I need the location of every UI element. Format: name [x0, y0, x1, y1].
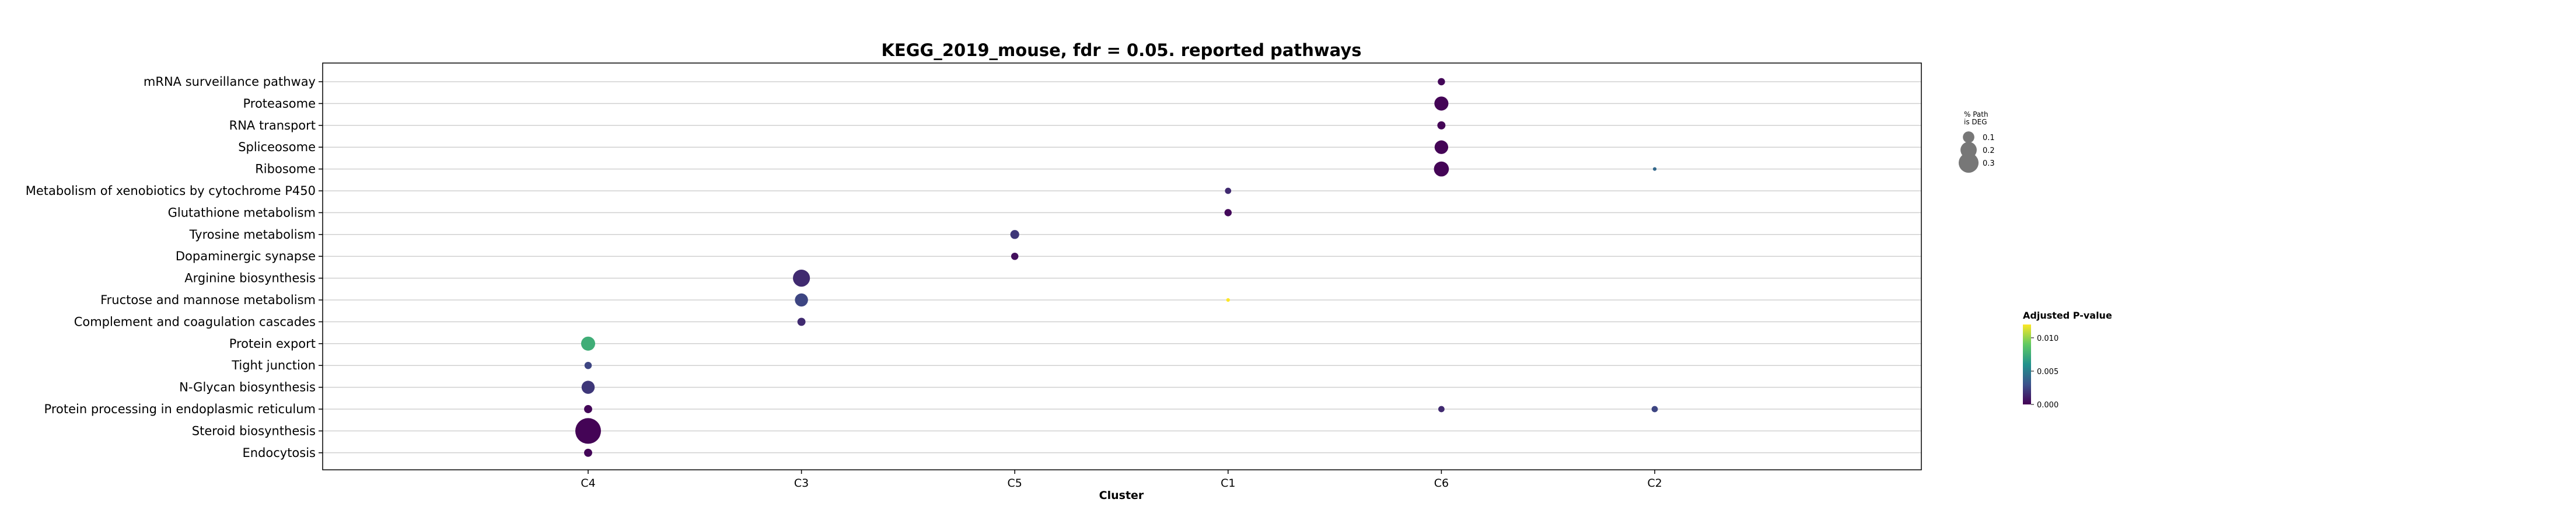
gridlines	[323, 81, 1921, 453]
y-tick-label-mrna-surveillance-pathway: mRNA surveillance pathway	[144, 75, 316, 89]
data-points	[575, 78, 1658, 457]
data-point-c4-n-glycan-biosynthesis	[581, 381, 595, 394]
data-point-c6-mrna-surveillance-pathway	[1438, 78, 1445, 86]
data-point-c6-spliceosome	[1434, 140, 1449, 154]
size-legend-label: 0.1	[1983, 134, 1995, 142]
x-tick-label-c4: C4	[581, 477, 595, 490]
color-legend: Adjusted P-value 0.000 0.005 0.010	[2023, 310, 2112, 410]
data-point-c6-protein-processing-in-endoplasmic-reticulum	[1438, 406, 1445, 413]
y-tick-label-tyrosine-metabolism: Tyrosine metabolism	[189, 228, 316, 242]
x-axis: C4 C3 C5 C1 C6 C2	[581, 470, 1662, 490]
size-legend-title: is DEG	[1964, 118, 1987, 126]
colorbar	[2023, 324, 2031, 404]
data-point-c4-endocytosis	[584, 448, 592, 457]
y-tick-label-tight-junction: Tight junction	[231, 358, 316, 372]
data-point-c2-protein-processing-in-endoplasmic-reticulum	[1651, 406, 1658, 413]
data-point-c1-glutathione-metabolism	[1224, 209, 1232, 217]
y-tick-label-glutathione-metabolism: Glutathione metabolism	[168, 205, 316, 219]
y-tick-label-ribosome: Ribosome	[255, 162, 316, 176]
y-tick-label-complement-and-coagulation-cascades: Complement and coagulation cascades	[74, 315, 316, 329]
data-point-c4-protein-processing-in-endoplasmic-reticulum	[584, 405, 592, 413]
data-point-c6-rna-transport	[1437, 121, 1446, 130]
data-point-c5-tyrosine-metabolism	[1010, 230, 1019, 239]
colorbar-tick-label: 0.010	[2037, 334, 2058, 343]
size-legend-label: 0.2	[1983, 146, 1995, 155]
data-point-c4-protein-export	[581, 336, 596, 351]
chart-title: KEGG_2019_mouse, fdr = 0.05. reported pa…	[881, 40, 1361, 60]
data-point-c1-fructose-and-mannose-metabolism	[1226, 298, 1230, 302]
x-axis-label: Cluster	[1099, 489, 1144, 502]
data-point-c5-dopaminergic-synapse	[1011, 252, 1019, 260]
y-tick-label-dopaminergic-synapse: Dopaminergic synapse	[176, 249, 316, 263]
y-tick-label-fructose-and-mannose-metabolism: Fructose and mannose metabolism	[100, 293, 316, 307]
data-point-c3-arginine-biosynthesis	[793, 270, 810, 287]
colorbar-tick-label: 0.000	[2037, 401, 2058, 410]
color-legend-title: Adjusted P-value	[2023, 310, 2112, 321]
y-tick-label-spliceosome: Spliceosome	[238, 140, 316, 154]
y-tick-label-protein-export: Protein export	[229, 337, 316, 351]
y-axis: mRNA surveillance pathway Proteasome RNA t…	[26, 75, 323, 460]
data-point-c6-ribosome	[1434, 161, 1449, 177]
y-tick-label-metabolism-of-xenobiotics-by-cytochrome-p450: Metabolism of xenobiotics by cytochrome …	[26, 184, 316, 198]
size-legend-label: 0.3	[1983, 159, 1995, 168]
y-tick-label-arginine-biosynthesis: Arginine biosynthesis	[184, 271, 316, 285]
data-point-c1-metabolism-of-xenobiotics-by-cytochrome-p450	[1225, 187, 1232, 194]
size-legend-marker	[1958, 152, 1979, 173]
size-legend-marker	[1963, 131, 1974, 143]
data-point-c3-complement-and-coagulation-cascades	[797, 317, 806, 326]
data-point-c3-fructose-and-mannose-metabolism	[795, 293, 808, 307]
y-tick-label-n-glycan-biosynthesis: N-Glycan biosynthesis	[179, 381, 316, 395]
y-tick-label-proteasome: Proteasome	[243, 96, 316, 110]
x-tick-label-c6: C6	[1434, 477, 1449, 490]
x-tick-label-c1: C1	[1221, 477, 1235, 490]
x-tick-label-c5: C5	[1008, 477, 1022, 490]
y-tick-label-rna-transport: RNA transport	[229, 118, 316, 132]
y-tick-label-steroid-biosynthesis: Steroid biosynthesis	[192, 424, 316, 438]
y-tick-label-protein-processing-in-endoplasmic-reticulum: Protein processing in endoplasmic reticu…	[44, 402, 316, 416]
data-point-c4-steroid-biosynthesis	[575, 418, 601, 444]
data-point-c4-tight-junction	[584, 361, 592, 369]
size-legend-title: % Path	[1964, 110, 1988, 118]
x-tick-label-c3: C3	[794, 477, 809, 490]
data-point-c2-ribosome	[1652, 167, 1657, 171]
data-point-c6-proteasome	[1434, 96, 1449, 111]
colorbar-tick-label: 0.005	[2037, 368, 2058, 376]
plot-area	[322, 62, 1922, 470]
x-tick-label-c2: C2	[1647, 477, 1662, 490]
y-tick-label-endocytosis: Endocytosis	[242, 446, 316, 460]
